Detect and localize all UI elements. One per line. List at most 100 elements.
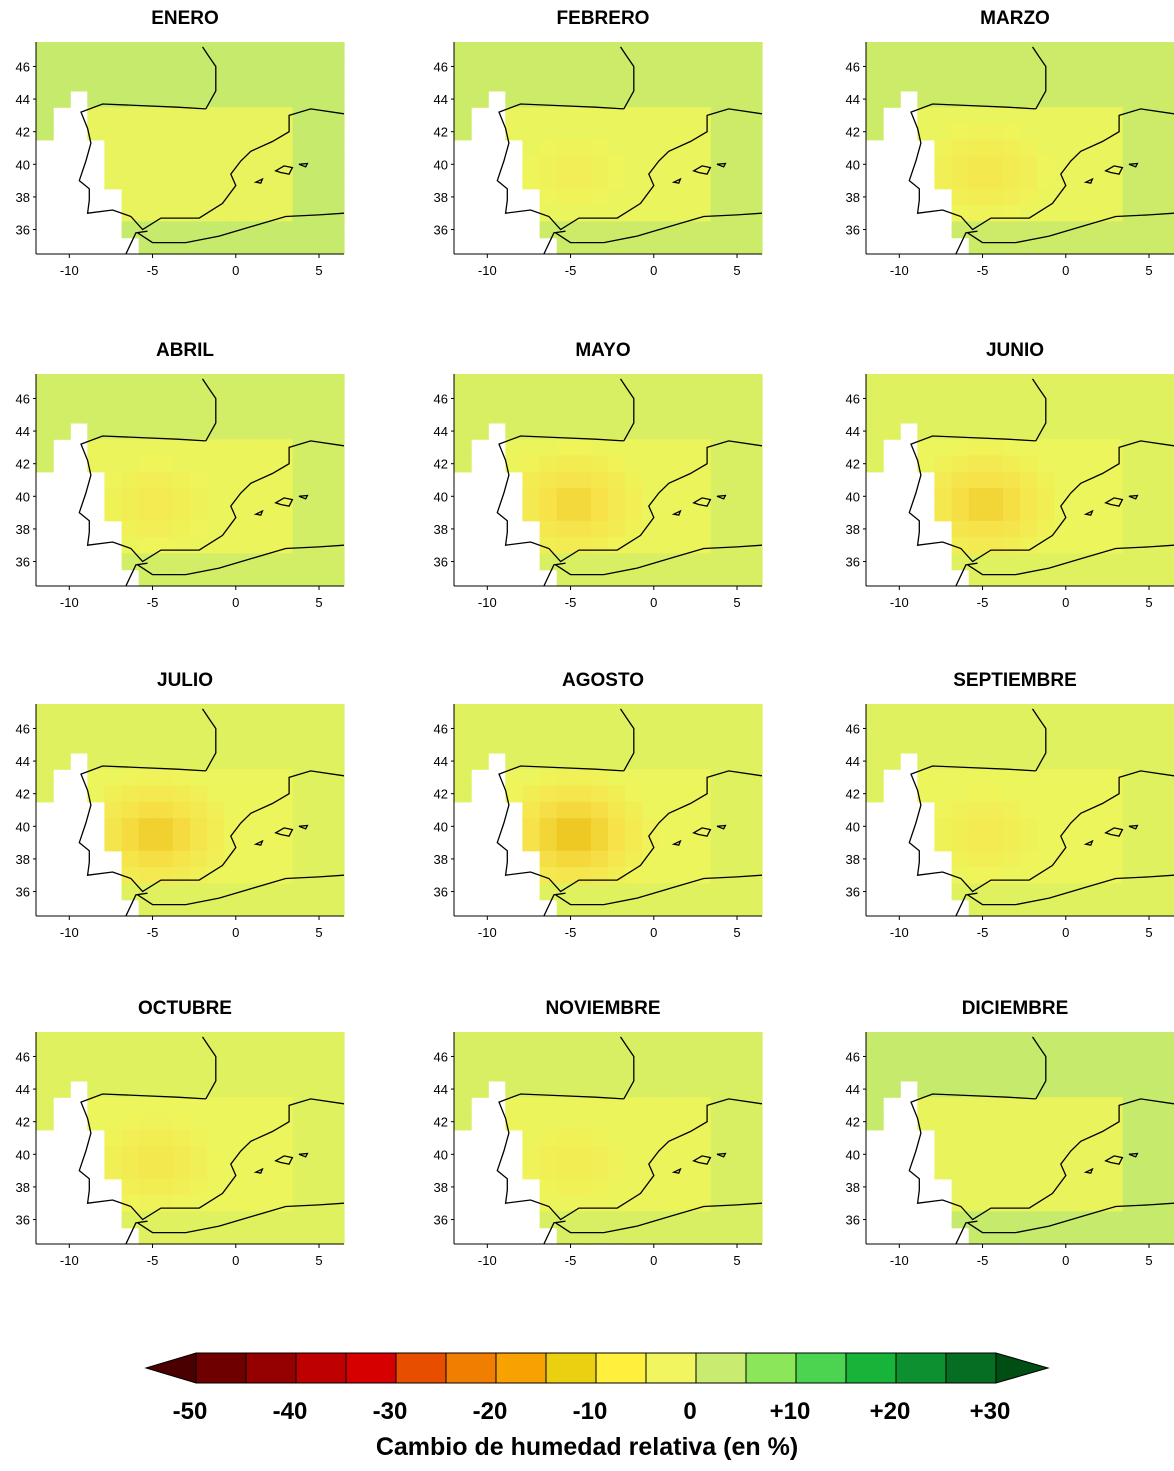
y-tick-label: 46 xyxy=(16,59,30,74)
x-tick-label: 5 xyxy=(315,1253,322,1268)
y-tick-label: 36 xyxy=(16,1213,30,1228)
x-tick-label: 5 xyxy=(1145,925,1152,940)
month-map-panel: NOVIEMBRE -10 -5 0 5 46 44 42 40 38 36 xyxy=(418,998,788,1298)
x-tick-label: 5 xyxy=(733,595,740,610)
axes: -10 -5 0 5 46 44 42 40 38 36 xyxy=(434,42,762,278)
month-map-panel: MAYO -10 -5 0 5 46 44 42 40 38 36 xyxy=(418,340,788,640)
y-tick-label: 40 xyxy=(16,157,30,172)
x-tick-label: 0 xyxy=(650,263,657,278)
humidity-field xyxy=(454,42,763,255)
x-tick-label: -5 xyxy=(565,925,577,940)
month-title: OCTUBRE xyxy=(138,998,232,1019)
month-map: -10 -5 0 5 46 44 42 40 38 36 xyxy=(16,374,345,610)
y-tick-label: 46 xyxy=(16,391,30,406)
colorbar-segment xyxy=(195,1352,247,1384)
axes: -10 -5 0 5 46 44 42 40 38 36 xyxy=(16,704,344,940)
month-map: -10 -5 0 5 46 44 42 40 38 36 xyxy=(434,1032,763,1268)
y-tick-label: 44 xyxy=(434,754,448,769)
axes: -10 -5 0 5 46 44 42 40 38 36 xyxy=(16,374,344,610)
x-tick-label: -5 xyxy=(977,263,989,278)
month-title: ABRIL xyxy=(155,340,215,361)
humidity-field xyxy=(454,1032,763,1245)
colorbar-segment xyxy=(545,1352,597,1384)
colorbar-segment xyxy=(395,1352,447,1384)
x-tick-label: -10 xyxy=(890,925,909,940)
y-tick-label: 42 xyxy=(434,125,448,140)
coastline xyxy=(908,1036,1174,1245)
y-tick-label: 40 xyxy=(434,489,448,504)
y-tick-label: 42 xyxy=(846,125,860,140)
coastline xyxy=(908,46,1174,255)
humidity-field xyxy=(866,704,1174,917)
x-tick-label: -5 xyxy=(147,1253,159,1268)
y-tick-label: 44 xyxy=(846,92,860,107)
x-tick-label: -5 xyxy=(147,595,159,610)
y-tick-label: 46 xyxy=(434,1049,448,1064)
x-tick-label: 5 xyxy=(733,1253,740,1268)
x-tick-label: -5 xyxy=(147,925,159,940)
colorbar-arrow-right xyxy=(995,1352,1050,1384)
y-tick-label: 40 xyxy=(846,157,860,172)
x-tick-label: -5 xyxy=(565,263,577,278)
x-tick-label: -10 xyxy=(60,925,79,940)
y-tick-label: 44 xyxy=(434,1082,448,1097)
x-tick-label: -10 xyxy=(60,263,79,278)
coastline xyxy=(78,1036,345,1245)
axes: -10 -5 0 5 46 44 42 40 38 36 xyxy=(434,704,762,940)
y-tick-label: 36 xyxy=(16,223,30,238)
month-title: JUNIO xyxy=(985,340,1045,361)
x-tick-label: -10 xyxy=(478,263,497,278)
coastline xyxy=(78,46,345,255)
y-tick-label: 44 xyxy=(16,754,30,769)
x-tick-label: 5 xyxy=(1145,263,1152,278)
y-tick-label: 38 xyxy=(16,852,30,867)
colorbar-label: +10 xyxy=(770,1398,811,1425)
month-map: -10 -5 0 5 46 44 42 40 38 36 xyxy=(846,374,1174,610)
y-tick-label: 42 xyxy=(16,787,30,802)
y-tick-label: 38 xyxy=(846,190,860,205)
y-tick-label: 38 xyxy=(434,852,448,867)
y-tick-label: 42 xyxy=(16,457,30,472)
humidity-field xyxy=(36,1032,345,1245)
x-tick-label: 0 xyxy=(232,263,239,278)
month-map-panel: MARZO -10 -5 0 5 46 44 42 40 38 36 xyxy=(830,8,1174,308)
x-tick-label: 0 xyxy=(1062,1253,1069,1268)
colorbar-label: -40 xyxy=(273,1398,308,1425)
axes: -10 -5 0 5 46 44 42 40 38 36 xyxy=(846,1032,1174,1268)
month-map: -10 -5 0 5 46 44 42 40 38 36 xyxy=(434,374,763,610)
x-tick-label: 0 xyxy=(650,925,657,940)
month-map: -10 -5 0 5 46 44 42 40 38 36 xyxy=(16,1032,345,1268)
axes: -10 -5 0 5 46 44 42 40 38 36 xyxy=(846,704,1174,940)
month-title: MARZO xyxy=(980,8,1050,29)
colorbar-label: 0 xyxy=(683,1398,696,1425)
x-tick-label: 0 xyxy=(232,925,239,940)
x-tick-label: -10 xyxy=(60,1253,79,1268)
colorbar-legend: -50 -40 -30 -20 -10 0 +10 +20 +30 xyxy=(0,1340,1174,1466)
x-tick-label: -5 xyxy=(977,1253,989,1268)
x-tick-label: -10 xyxy=(478,925,497,940)
y-tick-label: 36 xyxy=(846,885,860,900)
y-tick-label: 44 xyxy=(434,92,448,107)
month-title: FEBRERO xyxy=(556,8,650,29)
colorbar-label: -10 xyxy=(573,1398,608,1425)
x-tick-label: -10 xyxy=(890,1253,909,1268)
y-tick-label: 46 xyxy=(846,721,860,736)
x-tick-label: 0 xyxy=(1062,263,1069,278)
y-tick-label: 36 xyxy=(16,885,30,900)
coastline xyxy=(78,708,345,917)
x-tick-label: -10 xyxy=(60,595,79,610)
coastline xyxy=(908,708,1174,917)
colorbar-label: +20 xyxy=(870,1398,911,1425)
y-tick-label: 44 xyxy=(16,92,30,107)
x-tick-label: -10 xyxy=(890,263,909,278)
y-tick-label: 42 xyxy=(16,1115,30,1130)
colorbar-label: -20 xyxy=(473,1398,508,1425)
axes: -10 -5 0 5 46 44 42 40 38 36 xyxy=(434,374,762,610)
y-tick-label: 40 xyxy=(434,819,448,834)
x-tick-label: 0 xyxy=(650,1253,657,1268)
x-tick-label: -10 xyxy=(890,595,909,610)
y-tick-label: 40 xyxy=(16,819,30,834)
y-tick-label: 46 xyxy=(434,59,448,74)
y-tick-label: 40 xyxy=(846,489,860,504)
month-map-panel: JUNIO -10 -5 0 5 46 44 42 40 38 36 xyxy=(830,340,1174,640)
